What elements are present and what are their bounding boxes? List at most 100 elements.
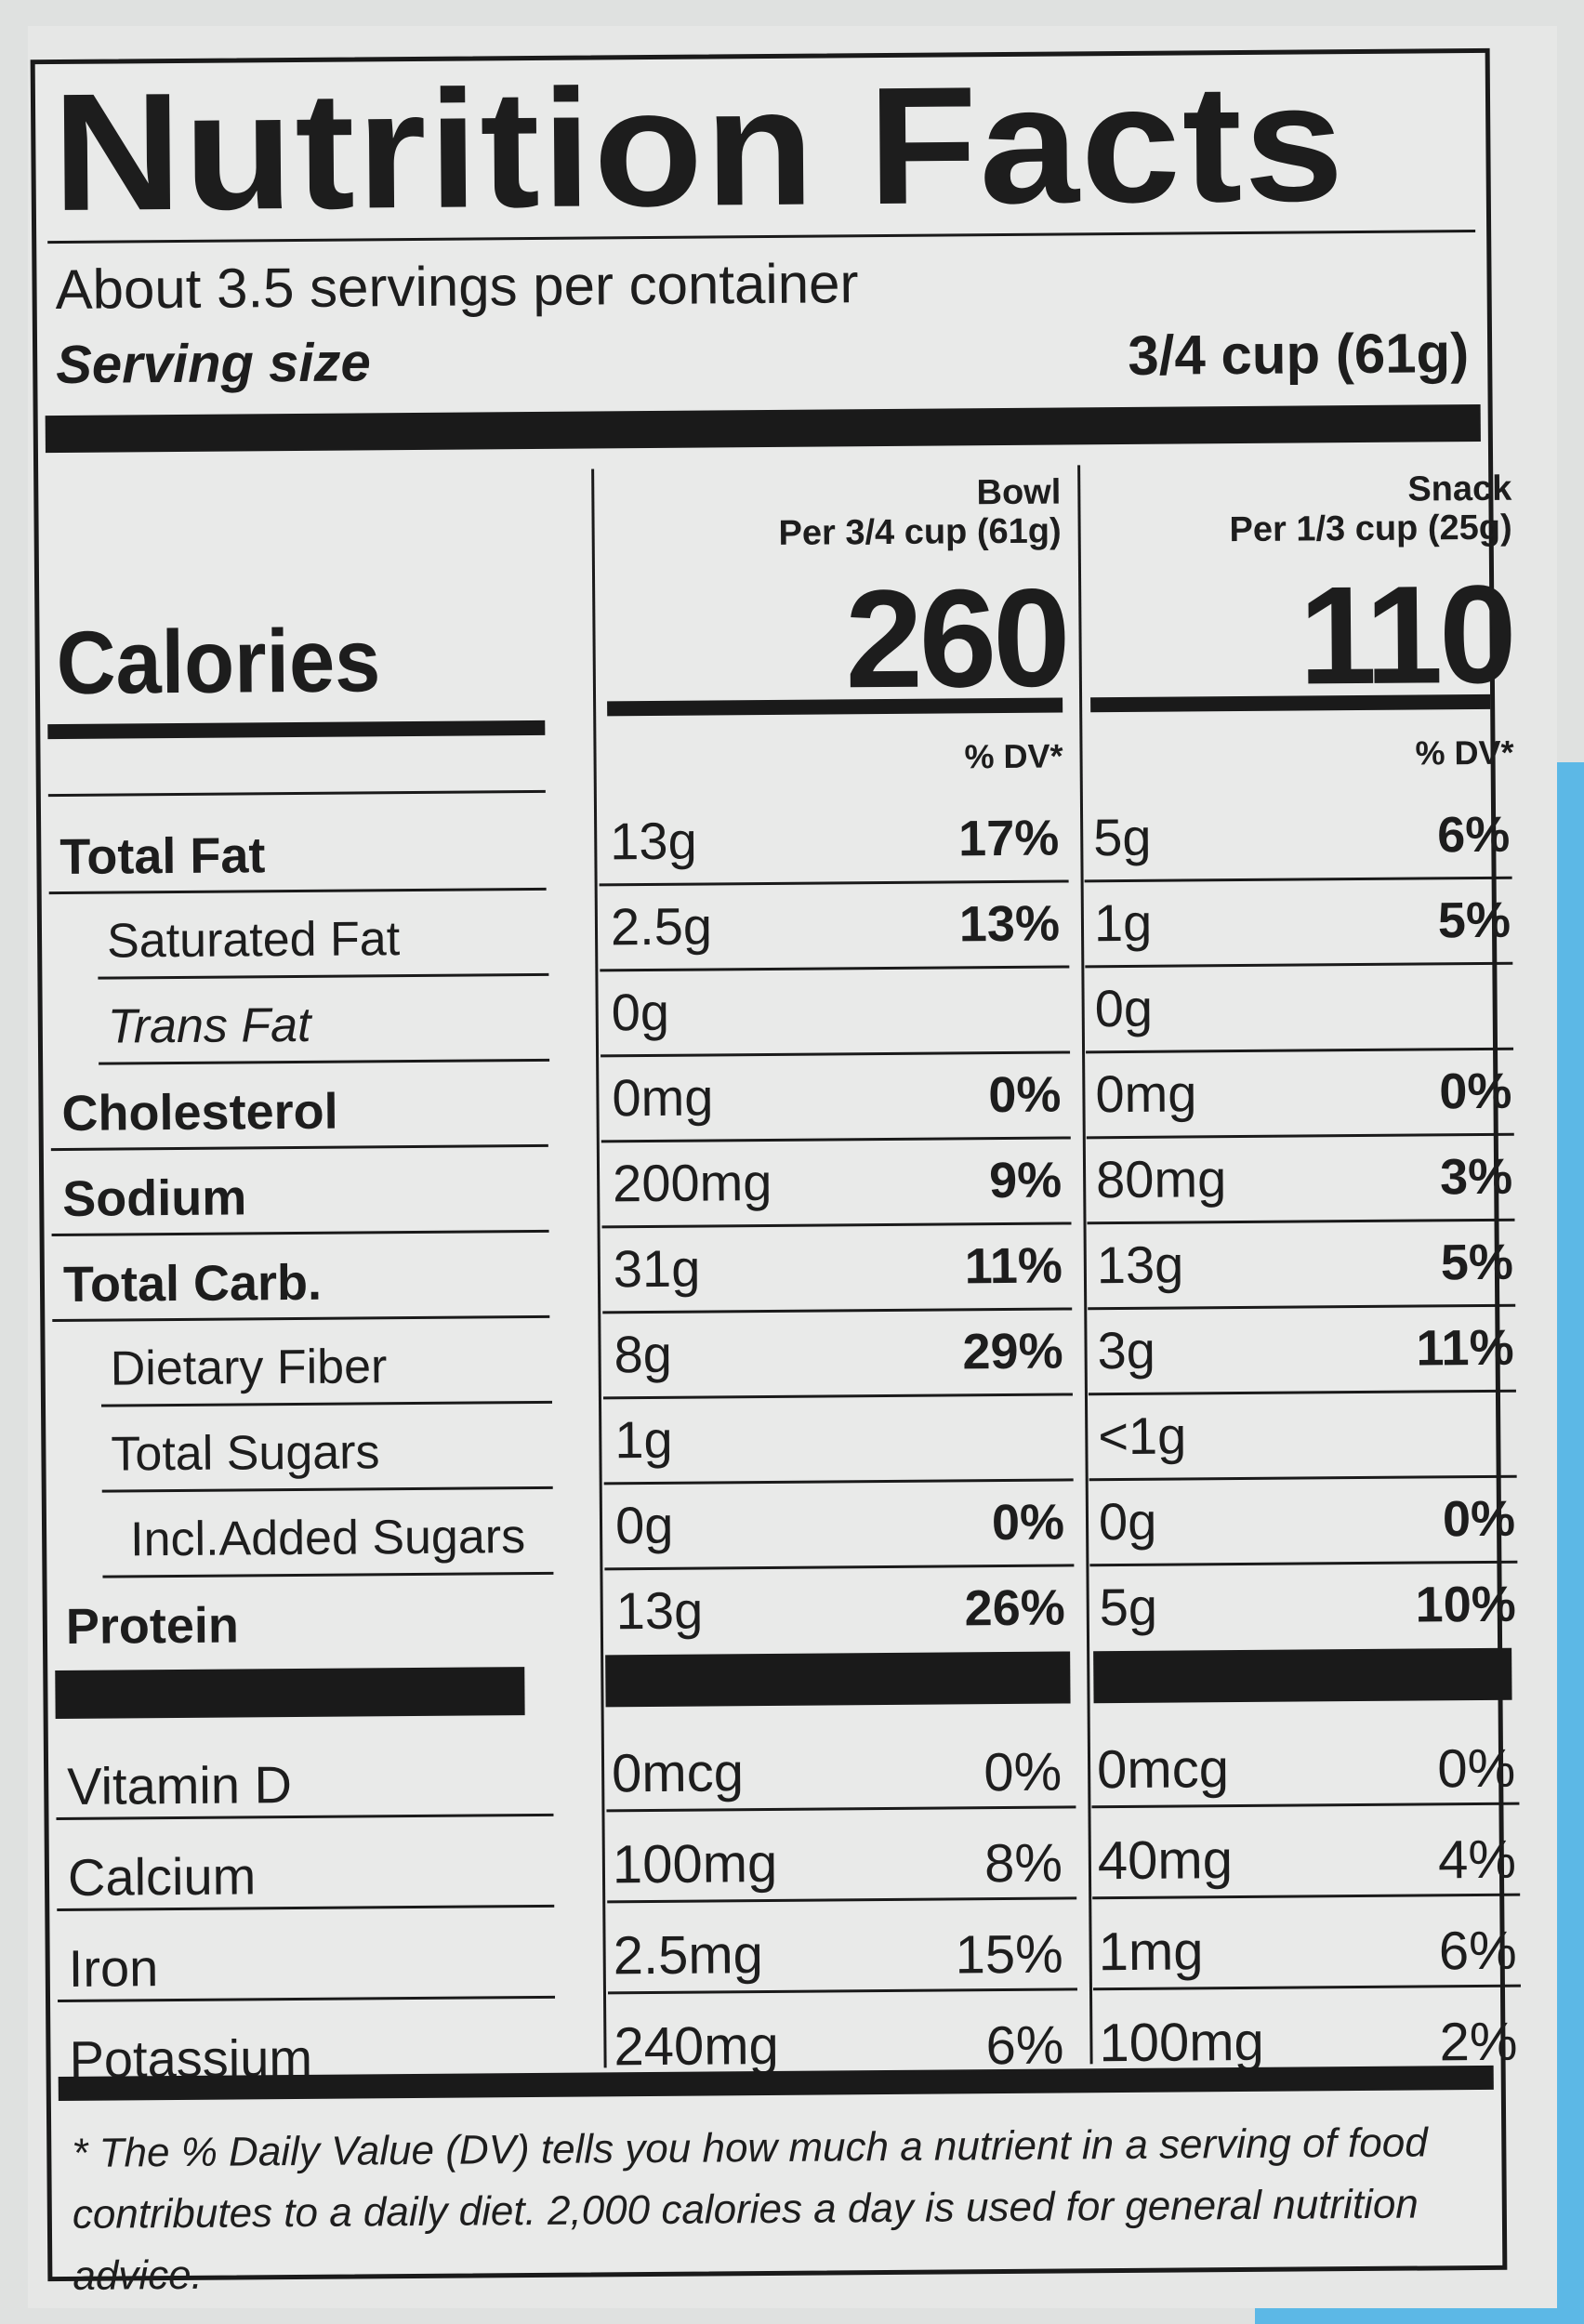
row-divider-snack: [1088, 1303, 1516, 1311]
row-divider-bowl: [601, 1136, 1071, 1143]
row-divider: [52, 1314, 550, 1323]
snack-dv: 4%: [1437, 1829, 1517, 1891]
bowl-amount: 0mcg: [611, 1742, 745, 1804]
snack-amount: 5g: [1099, 1577, 1158, 1637]
thick-divider-top: [45, 403, 1481, 454]
snack-dv: 0%: [1442, 1490, 1516, 1548]
row-divider-bowl: [606, 1805, 1076, 1813]
row-divider-snack: [1091, 1802, 1520, 1809]
bowl-dv: [841, 981, 1060, 983]
snack-column-name: Snack: [1407, 469, 1512, 509]
snack-amount: 1mg: [1098, 1921, 1204, 1983]
bowl-amount: 13g: [615, 1580, 704, 1641]
snack-amount: 3g: [1097, 1320, 1156, 1380]
bowl-dv: 0%: [983, 1741, 1063, 1803]
calories-label: Calories: [56, 611, 381, 713]
snack-dv: [1273, 1405, 1514, 1406]
bowl-dv: 29%: [962, 1323, 1063, 1380]
label-title: Nutrition Facts: [51, 49, 1347, 247]
bowl-header: Bowl Per 3/4 cup (61g): [596, 472, 1062, 555]
bowl-dv: 0%: [988, 1066, 1062, 1124]
snack-dv-header: % DV*: [1415, 733, 1514, 772]
row-divider-bowl: [604, 1564, 1075, 1571]
bowl-amount: 100mg: [612, 1832, 778, 1895]
bowl-dv: 26%: [964, 1579, 1065, 1637]
servings-per-container: About 3.5 servings per container: [55, 252, 859, 321]
snack-amount: 13g: [1096, 1235, 1184, 1295]
row-divider: [101, 1486, 553, 1493]
row-divider-snack: [1089, 1474, 1517, 1482]
snack-amount: 0g: [1098, 1491, 1157, 1552]
bowl-amount: 8g: [614, 1324, 673, 1384]
nutrient-name: Cholesterol: [61, 1083, 338, 1142]
snack-amount: 0g: [1094, 978, 1154, 1038]
vitamin-name: Calcium: [67, 1846, 257, 1907]
snack-dv: 11%: [1416, 1319, 1514, 1377]
row-divider-bowl: [607, 1896, 1077, 1904]
snack-dv: 5%: [1437, 891, 1511, 949]
snack-amount: 1g: [1093, 892, 1153, 953]
bowl-dv: 17%: [957, 810, 1060, 867]
nutrient-name: Total Sugars: [111, 1425, 380, 1482]
nutrient-name: Protein: [65, 1597, 240, 1655]
bowl-amount: 2.5g: [610, 896, 713, 957]
row-divider: [98, 972, 549, 980]
nutrient-name: Sodium: [62, 1169, 247, 1227]
calories-divider: [47, 720, 546, 740]
row-divider-bowl: [601, 1221, 1072, 1229]
snack-amount: 0mcg: [1096, 1738, 1230, 1801]
bowl-dv: 9%: [988, 1152, 1063, 1209]
footnote: * The % Daily Value (DV) tells you how m…: [72, 2119, 1428, 2299]
snack-dv: 5%: [1440, 1234, 1514, 1291]
bowl-dv-header: % DV*: [964, 736, 1063, 776]
protein-bar-bowl: [605, 1651, 1071, 1708]
bowl-dv: 13%: [958, 895, 1061, 953]
dv-row-divider: [47, 789, 546, 798]
row-divider: [51, 1229, 549, 1237]
snack-amount: 0mg: [1095, 1063, 1197, 1124]
bowl-amount: 0g: [611, 982, 670, 1042]
bowl-dv: [845, 1408, 1063, 1410]
row-divider-snack: [1084, 876, 1512, 883]
row-divider-bowl: [602, 1393, 1073, 1400]
snack-amount: 100mg: [1099, 2011, 1265, 2074]
snack-dv: 6%: [1438, 1920, 1517, 1982]
bowl-dv: 8%: [983, 1832, 1063, 1895]
row-divider-snack: [1092, 1893, 1521, 1900]
row-divider-snack: [1088, 1389, 1516, 1396]
nutrient-name: Trans Fat: [107, 997, 311, 1054]
snack-dv: 3%: [1439, 1148, 1513, 1206]
nutrient-name: Saturated Fat: [106, 912, 401, 969]
nutrient-name: Total Fat: [59, 827, 266, 885]
bowl-amount: 13g: [610, 811, 697, 871]
nutrient-name: Incl.Added Sugars: [129, 1510, 526, 1567]
row-divider-bowl: [599, 879, 1069, 887]
row-divider: [99, 1058, 550, 1065]
bowl-amount: 0g: [614, 1495, 674, 1555]
nutrient-name: Total Carb.: [62, 1254, 323, 1313]
nutrient-name: Dietary Fiber: [110, 1340, 388, 1396]
row-divider-snack: [1092, 1984, 1521, 1991]
snack-header: Snack Per 1/3 cup (25g): [1084, 469, 1512, 551]
bowl-dv: 11%: [964, 1237, 1063, 1295]
row-divider-snack: [1085, 961, 1513, 969]
row-divider-bowl: [603, 1478, 1074, 1486]
vitamin-name: Iron: [68, 1938, 159, 1998]
snack-dv: 6%: [1436, 806, 1511, 864]
row-divider: [101, 1400, 553, 1407]
bowl-dv: 0%: [991, 1494, 1065, 1552]
snack-amount: 5g: [1092, 807, 1152, 867]
row-divider: [102, 1571, 554, 1578]
snack-dv: 10%: [1415, 1576, 1516, 1633]
row-divider: [50, 1143, 548, 1152]
protein-bar-snack: [1093, 1647, 1512, 1704]
bowl-column-name: Bowl: [976, 472, 1062, 513]
bowl-amount: 240mg: [614, 2014, 780, 2078]
snack-dv: 0%: [1437, 1737, 1516, 1800]
bowl-column-serving: Per 3/4 cup (61g): [778, 511, 1062, 553]
serving-size-label: Serving size: [55, 332, 371, 395]
nutrition-facts-label: Nutrition Facts About 3.5 servings per c…: [30, 47, 1521, 2299]
serving-size-value: 3/4 cup (61g): [1128, 322, 1470, 387]
bowl-amount: 31g: [613, 1238, 701, 1299]
row-divider: [48, 887, 547, 895]
